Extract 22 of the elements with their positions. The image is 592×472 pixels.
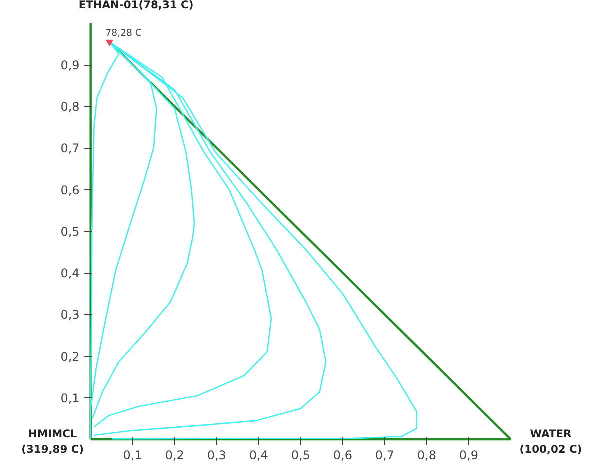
annotation: HMIMCL (319,89 C) (22, 428, 84, 456)
x-tick-label: 0,6 (333, 448, 352, 463)
x-tick-label: 0,9 (459, 448, 479, 463)
annotation: 78,28 C (106, 28, 142, 40)
y-tick-label: 0,3 (60, 308, 80, 322)
y-tick-label: 0,4 (60, 266, 80, 281)
y-tick-label: 0,7 (60, 142, 80, 156)
y-tick-label: 0,2 (60, 350, 80, 364)
x-tick-label: 0,8 (417, 448, 436, 463)
y-tick-label: 0,9 (60, 58, 80, 72)
x-tick-label: 0,4 (249, 448, 268, 463)
y-tick-label: 0,1 (60, 391, 80, 406)
y-tick-label: 0,5 (60, 224, 80, 239)
x-tick-label: 0,1 (123, 448, 142, 463)
annotation: WATER (100,02 C) (520, 428, 582, 456)
y-tick-label: 0,6 (60, 183, 80, 198)
x-tick-label: 0,2 (165, 448, 184, 463)
annotation: ETHAN-01(78,31 C) (78, 0, 194, 12)
x-tick-label: 0,7 (375, 448, 394, 463)
y-tick-label: 0,8 (60, 100, 80, 114)
x-tick-label: 0,3 (207, 448, 226, 463)
x-tick-label: 0,5 (291, 448, 310, 463)
